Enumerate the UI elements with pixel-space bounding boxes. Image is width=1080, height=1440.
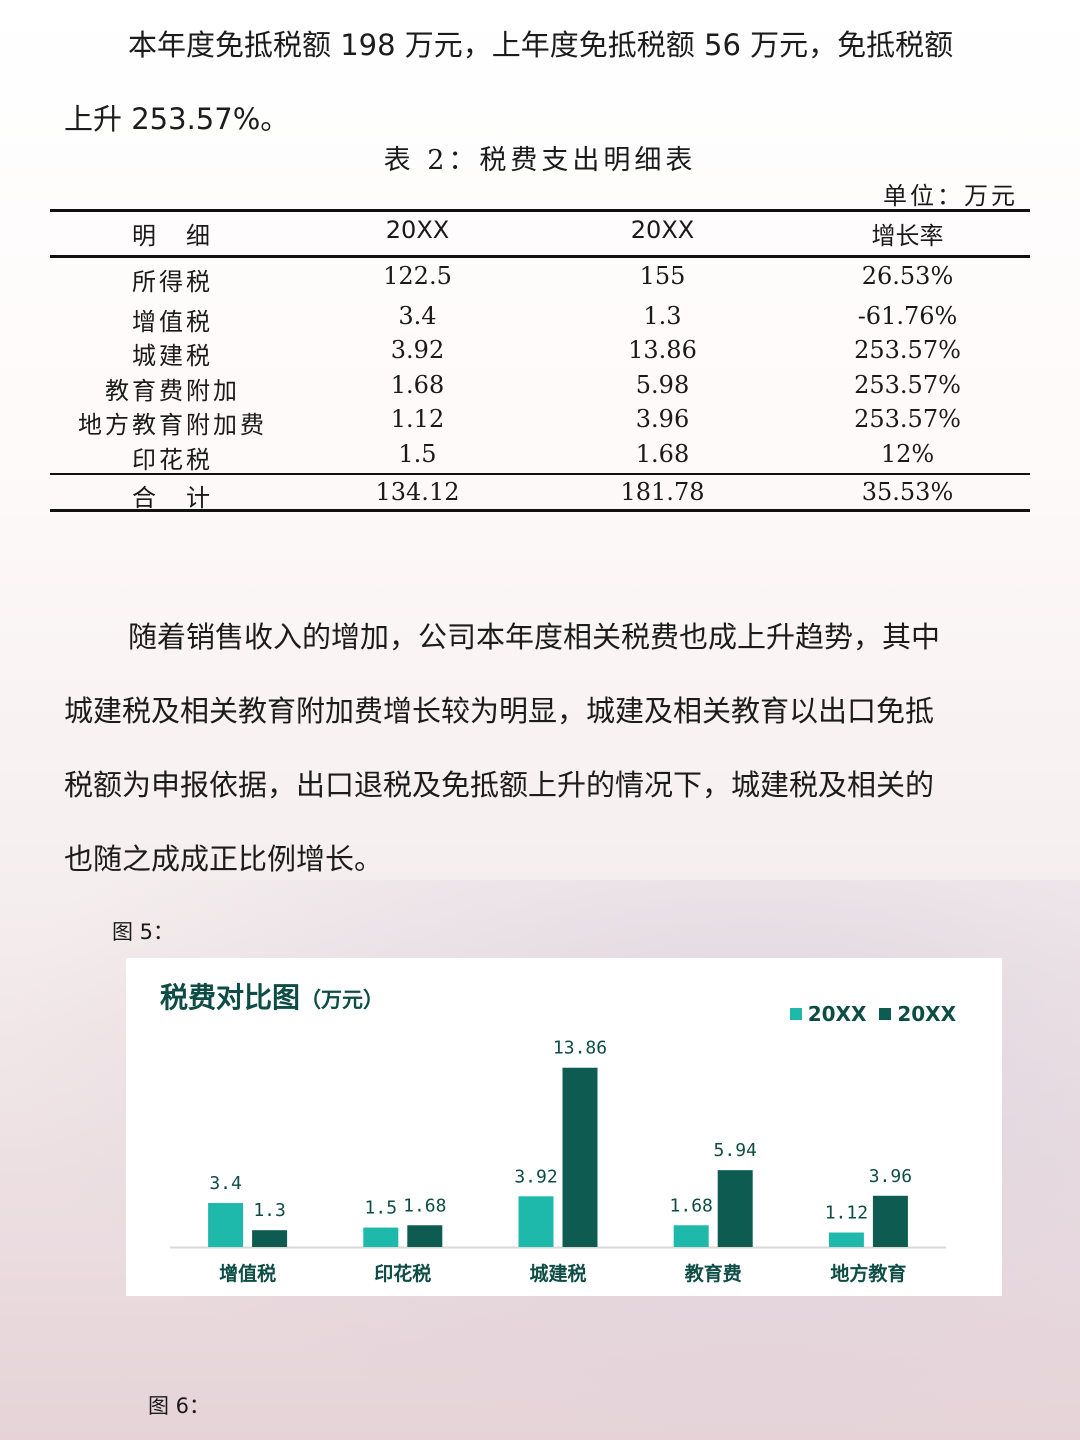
figure-5-label: 图 5：: [112, 920, 175, 944]
data-label-series-1: 1.68: [670, 1195, 713, 1216]
row-item: 印花税: [132, 446, 213, 474]
table-title: 表 2：税费支出明细表: [383, 145, 697, 176]
legend-swatch-series-2: [879, 1008, 892, 1020]
row-value-year-2: 5.98: [635, 371, 690, 399]
bar-series-2: [872, 1195, 908, 1247]
x-tick-label: 地方教育: [830, 1262, 906, 1285]
data-label-series-1: 1.5: [365, 1198, 398, 1219]
data-label-series-2: 3.96: [869, 1166, 912, 1187]
header-cell-item: 明 细: [132, 222, 213, 250]
analysis-paragraph: 随着销售收入的增加，公司本年度相关税费也成上升趋势，其中 城建税及相关教育附加费…: [64, 614, 1020, 884]
row-value-year-1: 1.68: [390, 371, 445, 399]
header-cell-growth: 增长率: [871, 222, 944, 250]
table-bottom-rule: [50, 509, 1030, 512]
row-item: 城建税: [132, 342, 213, 370]
row-item: 地方教育附加费: [78, 411, 267, 439]
body-line-4: 也随之成成正比例增长。: [64, 842, 384, 876]
row-growth: -61.76%: [857, 302, 958, 330]
bar-series-1: [518, 1196, 554, 1247]
table-unit: 单位：万元: [883, 182, 1018, 210]
data-label-series-2: 1.68: [403, 1195, 446, 1216]
bar-series-1: [208, 1203, 244, 1247]
x-tick-label: 城建税: [529, 1262, 586, 1285]
bar-series-1: [363, 1227, 399, 1247]
x-tick-label: 印花税: [374, 1262, 431, 1285]
data-label-series-1: 3.92: [514, 1166, 557, 1187]
data-label-series-2: 5.94: [714, 1140, 757, 1161]
table-row: 印花税 1.5 1.68 12%: [50, 440, 1030, 474]
legend-item-series-1: 20XX: [789, 1002, 867, 1026]
data-label-series-1: 1.12: [825, 1203, 868, 1224]
chart-legend: 20XX 20XX: [784, 1002, 956, 1026]
tax-comparison-chart: 税费对比图（万元） 20XX 20XX 3.4 1.3 增值税 1.5 1.68 印花税 3…: [126, 958, 1002, 1296]
x-tick-label: 教育费: [685, 1262, 742, 1285]
row-value-year-2: 1.68: [635, 440, 690, 468]
chart-subtitle: （万元）: [300, 988, 385, 1012]
body-line-3: 税额为申报依据，出口退税及免抵额上升的情况下，城建税及相关的: [64, 768, 935, 802]
intro-paragraph: 本年度免抵税额 198 万元，上年度免抵税额 56 万元，免抵税额 上升 253…: [64, 22, 1020, 136]
intro-line-2: 上升 253.57%。: [64, 102, 290, 136]
table-row: 城建税 3.92 13.86 253.57%: [50, 336, 1030, 370]
table-row: 所得税 122.5 155 26.53%: [50, 262, 1030, 296]
row-value-year-2: 1.3: [643, 302, 682, 330]
row-growth: 253.57%: [854, 405, 961, 433]
total-year-1: 134.12: [375, 478, 460, 506]
bar-series-2: [407, 1225, 443, 1247]
header-cell-year-1: 20XX: [385, 216, 450, 244]
total-growth: 35.53%: [861, 478, 954, 506]
row-value-year-1: 3.4: [398, 302, 437, 330]
data-label-series-2: 1.3: [253, 1200, 286, 1221]
legend-swatch-series-1: [789, 1008, 802, 1020]
row-item: 增值税: [132, 308, 213, 336]
row-growth: 253.57%: [854, 371, 961, 399]
chart-title: 税费对比图（万元）: [160, 976, 384, 1016]
chart-title-text: 税费对比图: [160, 981, 301, 1014]
intro-line-1: 本年度免抵税额 198 万元，上年度免抵税额 56 万元，免抵税额: [128, 28, 954, 62]
row-growth: 26.53%: [861, 262, 954, 290]
bar-series-1: [828, 1232, 864, 1247]
x-tick-label: 增值税: [219, 1262, 276, 1285]
body-line-2: 城建税及相关教育附加费增长较为明显，城建及相关教育以出口免抵: [64, 694, 935, 728]
table-header-row: 明 细 20XX 20XX 增长率: [50, 216, 1030, 250]
bar-series-1: [673, 1225, 709, 1247]
total-label: 合 计: [132, 484, 213, 512]
figure-6-label: 图 6：: [148, 1394, 211, 1418]
table-row: 地方教育附加费 1.12 3.96 253.57%: [50, 405, 1030, 439]
bar-series-2: [562, 1067, 598, 1247]
data-label-series-1: 3.4: [209, 1173, 242, 1194]
table-header-rule: [50, 255, 1030, 258]
table-row: 增值税 3.4 1.3 -61.76%: [50, 302, 1030, 336]
body-line-1: 随着销售收入的增加，公司本年度相关税费也成上升趋势，其中: [128, 620, 941, 654]
total-year-2: 181.78: [620, 478, 705, 506]
legend-label-series-1: 20XX: [807, 1002, 867, 1026]
row-growth: 253.57%: [854, 336, 961, 364]
legend-item-series-2: 20XX: [879, 1002, 956, 1026]
bar-series-2: [252, 1230, 288, 1247]
bar-series-2: [717, 1170, 753, 1247]
row-value-year-1: 1.12: [390, 405, 445, 433]
row-item: 所得税: [132, 268, 213, 296]
legend-label-series-2: 20XX: [897, 1002, 956, 1026]
header-cell-year-2: 20XX: [630, 216, 695, 244]
table-row: 教育费附加 1.68 5.98 253.57%: [50, 371, 1030, 405]
table-top-rule: [50, 209, 1030, 212]
row-value-year-1: 3.92: [390, 336, 445, 364]
table-total-rule: [50, 473, 1030, 475]
row-value-year-2: 13.86: [628, 336, 697, 364]
row-value-year-1: 1.5: [398, 440, 437, 468]
row-value-year-2: 155: [639, 262, 686, 290]
data-label-series-2: 13.86: [553, 1038, 607, 1059]
table-total-row: 合 计 134.12 181.78 35.53%: [50, 478, 1030, 512]
row-item: 教育费附加: [105, 377, 240, 405]
row-value-year-1: 122.5: [383, 262, 452, 290]
row-value-year-2: 3.96: [635, 405, 690, 433]
row-growth: 12%: [880, 440, 935, 468]
